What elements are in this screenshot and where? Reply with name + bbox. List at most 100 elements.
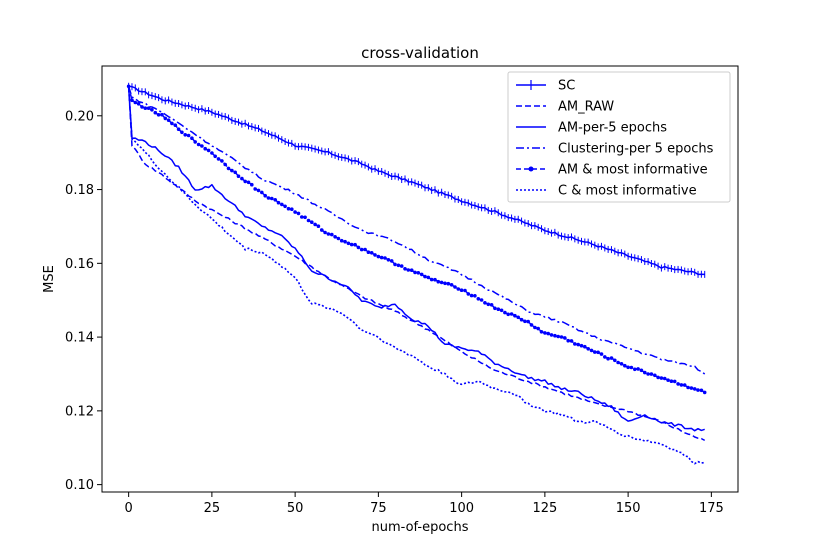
series-marker-dot <box>543 331 547 335</box>
series-marker-dot <box>529 323 534 327</box>
series-marker-dot <box>210 151 214 155</box>
series-marker-dot <box>433 277 437 282</box>
series-marker-dot <box>609 356 614 360</box>
series-marker-dot <box>266 196 271 200</box>
series-marker-dot <box>349 242 354 247</box>
x-tick-label: 75 <box>370 501 387 516</box>
series-marker-dot <box>373 253 377 257</box>
series-marker-dot <box>276 200 281 205</box>
series-marker-dot <box>549 333 554 337</box>
series-marker-dot <box>150 108 154 112</box>
series-marker-dot <box>313 222 317 227</box>
series-marker-dot <box>389 259 394 263</box>
legend: SC AM_RAW AM-per-5 epochs Clustering-per 5 … <box>507 71 731 203</box>
series-marker-dot <box>296 211 301 216</box>
series-marker-dot <box>293 210 297 214</box>
series-marker-dot <box>439 280 444 285</box>
series-marker-dot <box>280 202 284 207</box>
series-marker-dot <box>223 162 227 167</box>
series-marker-dot <box>180 130 184 135</box>
series-marker-dot <box>253 187 257 191</box>
x-tick-label: 125 <box>532 501 557 516</box>
series-marker-dot <box>419 272 424 277</box>
series-marker-dot <box>200 144 204 148</box>
series-marker-dot <box>546 331 550 336</box>
series-marker-dot <box>476 297 481 301</box>
x-tick-label: 100 <box>449 501 474 516</box>
series-marker-dot <box>356 245 361 250</box>
series-marker-dot <box>256 188 261 193</box>
series-marker-dot <box>290 207 294 211</box>
series-marker-dot <box>599 352 604 356</box>
series-marker-dot <box>310 220 314 224</box>
series-marker-dot <box>503 310 507 315</box>
series-marker-dot <box>463 288 467 293</box>
series-line-3 <box>127 86 705 432</box>
x-tick-label: 50 <box>287 501 304 516</box>
series-marker-dot <box>316 224 321 228</box>
series-marker-dot <box>283 204 287 209</box>
series-marker-dot <box>506 312 511 317</box>
series-marker-dot <box>583 344 587 349</box>
series-marker-dot <box>633 367 637 372</box>
series-marker-dot <box>682 383 687 387</box>
series-marker-dot <box>646 372 650 376</box>
series-marker-dot <box>639 368 644 373</box>
series-marker-dot <box>166 118 171 122</box>
series-marker-dot <box>606 356 610 361</box>
series-marker-dot <box>146 106 151 110</box>
series-marker-dot <box>366 250 371 254</box>
series-marker-dot <box>170 121 174 126</box>
series-marker-dot <box>666 378 670 383</box>
x-axis-label: num-of-epochs <box>372 520 469 535</box>
series-marker-dot <box>626 365 630 370</box>
series-marker-dot <box>429 277 434 282</box>
series-marker-dot <box>459 288 464 293</box>
series-line-6 <box>127 86 705 465</box>
series-marker-dot <box>153 110 158 115</box>
series-marker-dot <box>446 281 451 286</box>
series-marker-dot <box>303 215 307 220</box>
series-marker-dot <box>240 176 244 181</box>
x-tick-label: 175 <box>699 501 724 516</box>
series-marker-dot <box>656 375 660 380</box>
x-tick-label: 25 <box>204 501 221 516</box>
series-marker-dot <box>456 287 461 291</box>
series-marker-dot <box>203 146 207 151</box>
y-tick-label: 0.14 <box>65 331 94 346</box>
series-marker-dot <box>226 166 231 171</box>
series-marker-dot <box>243 179 247 184</box>
series-marker-dot <box>413 270 417 275</box>
series-marker-dot <box>186 133 191 138</box>
series-marker-dot <box>160 112 164 117</box>
series-marker-dot <box>250 182 254 187</box>
series-marker-dot <box>579 343 584 348</box>
series-marker-dot <box>603 355 607 359</box>
series-marker-dot <box>576 342 580 347</box>
legend-box <box>507 71 731 203</box>
series-marker-dot <box>483 301 487 305</box>
chart-title: cross-validation <box>361 44 479 62</box>
series-marker-dot <box>130 98 134 103</box>
series-marker-dot <box>393 262 397 267</box>
series-marker-dot <box>213 154 217 159</box>
series-marker-dot <box>563 336 567 340</box>
series-marker-dot <box>183 133 187 137</box>
series-marker-dot <box>686 385 690 390</box>
series-marker-dot <box>596 350 600 355</box>
series-marker-dot <box>692 387 697 391</box>
series-marker-dot <box>613 358 617 363</box>
y-axis-label: MSE <box>42 265 57 293</box>
legend-label: Clustering-per 5 epochs <box>558 142 714 157</box>
series-line-4 <box>127 86 706 375</box>
series-marker-dot <box>163 116 168 121</box>
x-tick-label: 0 <box>124 501 132 516</box>
series-marker-dot <box>486 302 491 307</box>
series-marker-dot <box>339 238 344 243</box>
series-marker-dot <box>273 198 278 202</box>
series-marker-dot <box>496 307 501 312</box>
series-marker-dot <box>323 230 327 235</box>
series-marker-dot <box>196 142 201 147</box>
series-marker-dot <box>479 298 484 302</box>
series-marker-dot <box>513 313 517 318</box>
